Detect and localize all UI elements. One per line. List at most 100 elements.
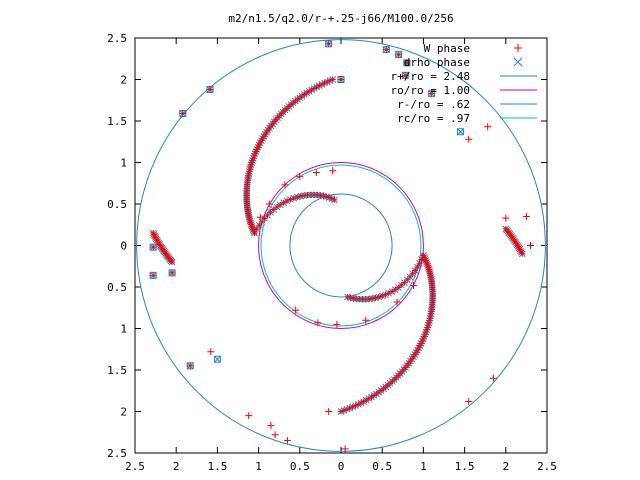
w-arm-point	[414, 263, 421, 270]
y-tick-label: 0.5	[107, 198, 127, 211]
w-arm-point	[316, 82, 323, 89]
w-arm-point	[313, 84, 320, 91]
w-arm-point	[301, 192, 308, 199]
w-point	[325, 40, 333, 48]
w-point	[393, 298, 401, 306]
w-point	[296, 173, 304, 181]
x-tick-label: 2	[502, 460, 509, 473]
w-arm-point	[360, 398, 367, 405]
w-arm-point	[398, 282, 405, 289]
y-tick-label: 1	[120, 157, 127, 170]
x-tick-label: 1	[255, 460, 262, 473]
x-tick-label: 1.5	[207, 460, 227, 473]
w-arm-point	[253, 226, 260, 233]
w-arm-point	[395, 284, 402, 291]
w-point	[271, 431, 279, 439]
y-tick-label: 2	[120, 74, 127, 87]
y-tick-label: 0.5	[107, 281, 127, 294]
reference-circle	[289, 193, 393, 298]
y-tick-label: 1.5	[107, 115, 127, 128]
w-point	[465, 135, 473, 143]
drho-point	[456, 128, 464, 136]
x-tick-label: 2.5	[537, 460, 557, 473]
w-arm-point	[277, 201, 284, 208]
x-tick-label: 0.5	[290, 460, 310, 473]
w-arm-point	[355, 401, 362, 408]
w-point	[484, 123, 492, 131]
x-tick-label: 1.5	[455, 460, 475, 473]
w-point	[149, 271, 157, 279]
reference-circle	[258, 162, 424, 329]
legend-label: ro/ro = 1.00	[391, 84, 470, 97]
chart-title: m2/n1.5/q2.0/r-+.25-j66/M100.0/256	[228, 12, 453, 25]
w-point	[149, 243, 157, 251]
w-point	[337, 76, 345, 83]
w-arm-point	[270, 206, 277, 213]
y-tick-label: 2.5	[107, 447, 127, 460]
w-arm-point	[297, 193, 304, 200]
w-arm-point	[379, 292, 386, 299]
w-phase-series	[149, 40, 535, 453]
w-point	[401, 71, 409, 79]
w-point	[403, 59, 411, 67]
w-point	[312, 168, 320, 176]
w-point	[206, 85, 214, 93]
w-point	[382, 46, 390, 54]
w-point	[341, 445, 349, 453]
x-tick-label: 2.5	[125, 460, 145, 473]
w-point	[245, 412, 253, 420]
w-arm-point	[372, 294, 379, 301]
w-point	[283, 437, 291, 445]
w-arm-point	[401, 279, 408, 286]
w-arm-point	[519, 250, 526, 257]
w-point	[267, 422, 275, 430]
w-arm-point	[340, 407, 347, 414]
w-arm-point	[273, 204, 280, 211]
w-point	[168, 269, 176, 277]
w-arm-point	[346, 405, 353, 412]
w-arm-point	[347, 294, 354, 301]
y-tick-label: 2	[120, 406, 127, 419]
w-arm-point	[256, 222, 263, 229]
w-arm-point	[287, 196, 294, 203]
w-arm-point	[338, 408, 344, 415]
w-arm-point	[363, 397, 370, 404]
reference-circle	[136, 39, 546, 452]
w-arm-point	[375, 294, 382, 301]
legend-cross-swatch	[513, 57, 523, 67]
legend-label: W phase	[424, 42, 470, 55]
w-point	[522, 212, 530, 220]
w-point	[362, 316, 370, 324]
w-arm-point	[318, 81, 325, 88]
legend-label: rc/ro = .97	[397, 112, 470, 125]
w-arm-point	[404, 276, 411, 283]
reference-circle	[260, 164, 422, 327]
x-tick-label: 0.5	[372, 460, 392, 473]
w-point	[395, 51, 403, 59]
w-point	[502, 214, 510, 222]
axis-ticks: 2.5 2 1.5 1 0.5 0 0.5 1 1.5 2 2.52.521.510.500.511…	[107, 32, 557, 473]
x-tick-label: 1	[420, 460, 427, 473]
w-arm-point	[349, 403, 356, 410]
w-arm-point	[329, 76, 336, 83]
drho-point-cross	[214, 355, 221, 363]
w-arm-point	[169, 259, 176, 266]
w-arm-point	[369, 295, 376, 302]
w-arm-point	[267, 209, 274, 216]
w-point	[314, 319, 322, 327]
w-arm-point	[344, 293, 351, 300]
w-arm-point	[406, 273, 413, 280]
drho-point-cross	[457, 128, 464, 136]
w-arm-point	[280, 199, 287, 206]
w-point	[329, 167, 337, 175]
w-arm-point	[168, 257, 175, 264]
w-point	[179, 110, 187, 118]
w-arm-point	[343, 406, 350, 413]
w-arm-point	[331, 196, 338, 203]
w-arm-point	[328, 195, 335, 202]
w-point	[527, 242, 535, 249]
legend-label: drho phase	[404, 56, 470, 69]
